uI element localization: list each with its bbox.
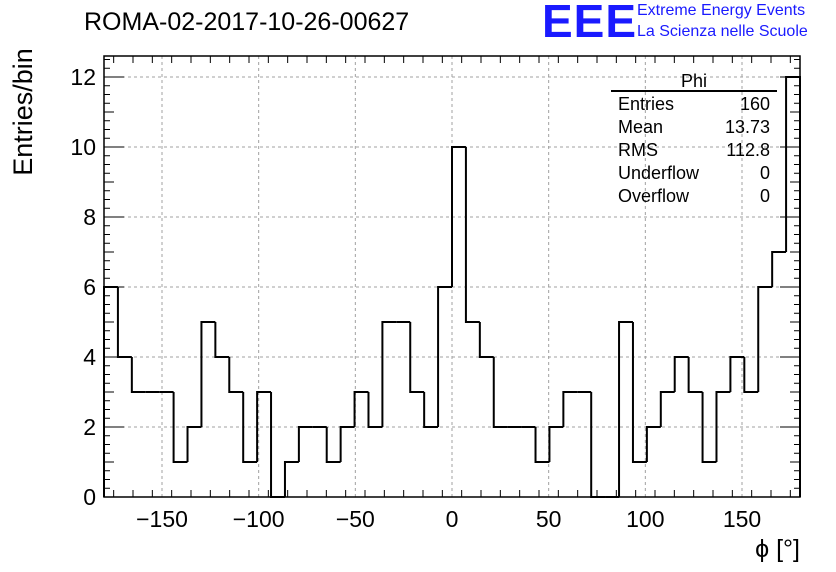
histogram-bin [116,287,132,358]
histogram-bin [423,392,439,428]
y-tick-label: 10 [70,134,96,160]
x-tick-label: −150 [136,506,188,532]
histogram-bin [715,391,731,462]
histogram-bin [242,392,258,463]
run-title: ROMA-02-2017-10-26-00627 [84,8,410,36]
histogram-bin [381,321,397,427]
histogram-bin [590,392,606,498]
histogram-bin [437,286,452,427]
histogram-bin [687,357,703,393]
stats-row-label: RMS [618,140,658,160]
histogram-bin [478,322,494,358]
histogram-bin [200,321,216,427]
histogram-bin [186,426,202,462]
y-tick-label: 8 [83,204,96,230]
stats-row-value: 0 [760,186,770,206]
histogram-bin [757,286,773,392]
histogram-bin [645,426,661,462]
x-tick-label: −100 [233,506,285,532]
histogram-bin [464,147,480,323]
x-tick-label: 50 [536,506,562,532]
y-tick-label: 4 [83,344,96,370]
histogram-bin [631,322,647,463]
histogram-bin [256,391,272,462]
histogram-bin [771,251,787,287]
x-tick-label: 150 [723,506,761,532]
x-axis-label: ϕ [°] [755,535,800,563]
histogram-bin [214,322,230,358]
x-tick-label: 0 [446,506,459,532]
histogram-bin [367,392,383,428]
histogram-bin [325,427,341,463]
stats-row-label: Overflow [618,186,690,206]
y-tick-label: 2 [83,414,96,440]
y-axis-label: Entries/bin [8,48,38,176]
histogram-bin [228,357,244,393]
eee-logo-line2: La Scienza nelle Scuole [637,23,808,40]
histogram-bin [729,356,745,392]
stats-row-label: Mean [618,117,663,137]
histogram-bin [451,146,466,287]
x-tick-label: −50 [336,506,375,532]
histogram-bin [701,392,717,463]
histogram-bin [548,426,564,462]
stats-row-value: 13.73 [725,117,770,137]
histogram-bin [172,392,188,463]
stats-row-label: Entries [618,94,674,114]
plot-frame [103,55,801,498]
y-tick-label: 6 [83,274,96,300]
histogram-bin [743,357,759,393]
stats-box-rows: Entries 160 Mean 13.73 RMS 112.8 Underflow 0 Ove… [618,94,770,206]
stats-row-value: 0 [760,163,770,183]
histogram-bin [534,427,550,463]
stats-row-value: 160 [740,94,770,114]
histogram-bin [297,426,313,462]
histogram-bin [659,391,675,427]
eee-logo: EEE [542,0,638,47]
histogram-bin [409,322,425,393]
histogram-bin [339,426,355,462]
eee-logo-line1: Extreme Energy Events [637,2,806,19]
stats-box-title: Phi [681,71,707,91]
histogram-bin [618,321,633,497]
histogram-bin [673,356,689,392]
y-tick-label: 12 [70,64,96,90]
stats-row-label: Underflow [618,163,700,183]
histogram-bin [562,391,578,427]
stats-box: Phi Entries 160 Mean 13.73 RMS 112.8 Underflow… [611,71,777,206]
axes: −150 −100 −50 0 50 100 150 0 2 4 6 8 10 12 [70,55,801,532]
histogram-bin [270,392,285,498]
stats-row-value: 112.8 [726,140,770,160]
histogram-bin [283,461,299,497]
histogram-bin [492,357,508,428]
histogram-bin [353,391,369,427]
x-tick-label: 100 [626,506,664,532]
histogram-bin [130,357,146,393]
y-tick-label: 0 [83,484,96,510]
